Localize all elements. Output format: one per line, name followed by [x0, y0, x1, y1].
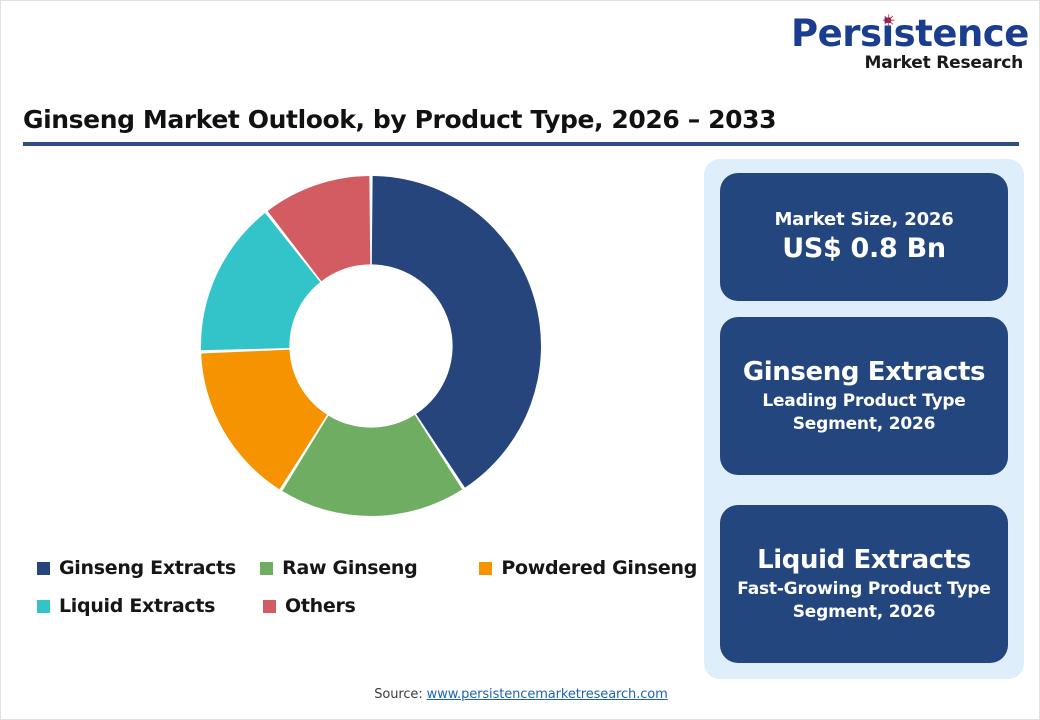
- footer: Source: www.persistencemarketresearch.co…: [1, 685, 1039, 703]
- kpi-card-fast-growing-segment[interactable]: Liquid Extracts Fast-Growing Product Typ…: [720, 505, 1008, 663]
- donut-slice[interactable]: [200, 213, 321, 351]
- donut-slice[interactable]: [267, 176, 371, 282]
- legend-label: Liquid Extracts: [59, 595, 216, 617]
- legend-item-others[interactable]: Others: [263, 595, 485, 617]
- title-divider: [23, 142, 1019, 146]
- title-block: Ginseng Market Outlook, by Product Type,…: [23, 105, 1019, 146]
- legend-swatch-icon: [260, 561, 274, 575]
- source-line: Source: www.persistencemarketresearch.co…: [374, 687, 668, 702]
- source-link[interactable]: www.persistencemarketresearch.com: [426, 687, 668, 702]
- kpi-card-heading: Ginseng Extracts: [742, 356, 986, 387]
- legend-item-raw-ginseng[interactable]: Raw Ginseng: [260, 557, 479, 579]
- logo-star-icon: ✳: [882, 11, 895, 30]
- brand-logo: Persistence ✳ Market Research: [791, 13, 1029, 73]
- legend-row: Ginseng Extracts Raw Ginseng Powdered Gi…: [37, 549, 697, 587]
- chart-legend: Ginseng Extracts Raw Ginseng Powdered Gi…: [37, 549, 697, 625]
- kpi-card-caption: Market Size, 2026: [774, 208, 954, 230]
- donut-chart: [1, 151, 701, 551]
- page-title: Ginseng Market Outlook, by Product Type,…: [23, 105, 777, 134]
- legend-item-ginseng-extracts[interactable]: Ginseng Extracts: [37, 557, 260, 579]
- logo-tagline: Market Research: [864, 53, 1023, 73]
- logo-wordmark-text: Persistence: [791, 12, 1029, 55]
- kpi-card-subline-1: Leading Product Type: [762, 391, 966, 412]
- legend-swatch-icon: [37, 561, 50, 575]
- legend-swatch-icon: [37, 599, 50, 613]
- kpi-card-market-size[interactable]: Market Size, 2026 US$ 0.8 Bn: [720, 173, 1008, 301]
- kpi-panel: Market Size, 2026 US$ 0.8 Bn Ginseng Ext…: [704, 159, 1024, 679]
- legend-label: Powdered Ginseng: [501, 557, 697, 579]
- donut-slice[interactable]: [282, 414, 463, 517]
- logo-wordmark: Persistence ✳: [791, 11, 1029, 55]
- kpi-card-heading: Liquid Extracts: [757, 544, 971, 575]
- legend-label: Others: [285, 595, 356, 617]
- source-label: Source:: [374, 687, 427, 702]
- kpi-card-value: US$ 0.8 Bn: [782, 233, 946, 265]
- legend-label: Raw Ginseng: [282, 557, 418, 579]
- kpi-card-subline-2: Segment, 2026: [792, 414, 936, 435]
- kpi-card-leading-segment[interactable]: Ginseng Extracts Leading Product Type Se…: [720, 317, 1008, 475]
- donut-slice-group: [200, 176, 541, 517]
- kpi-card-subline-1: Fast-Growing Product Type: [737, 579, 991, 600]
- legend-item-liquid-extracts[interactable]: Liquid Extracts: [37, 595, 263, 617]
- legend-swatch-icon: [263, 599, 276, 613]
- donut-slice[interactable]: [201, 349, 328, 490]
- legend-row: Liquid Extracts Others: [37, 587, 697, 625]
- kpi-card-subline-2: Segment, 2026: [792, 602, 936, 623]
- donut-chart-svg: [200, 176, 541, 517]
- legend-label: Ginseng Extracts: [59, 557, 236, 579]
- donut-slice[interactable]: [371, 176, 541, 488]
- legend-swatch-icon: [479, 561, 493, 575]
- legend-item-powdered-ginseng[interactable]: Powdered Ginseng: [479, 557, 697, 579]
